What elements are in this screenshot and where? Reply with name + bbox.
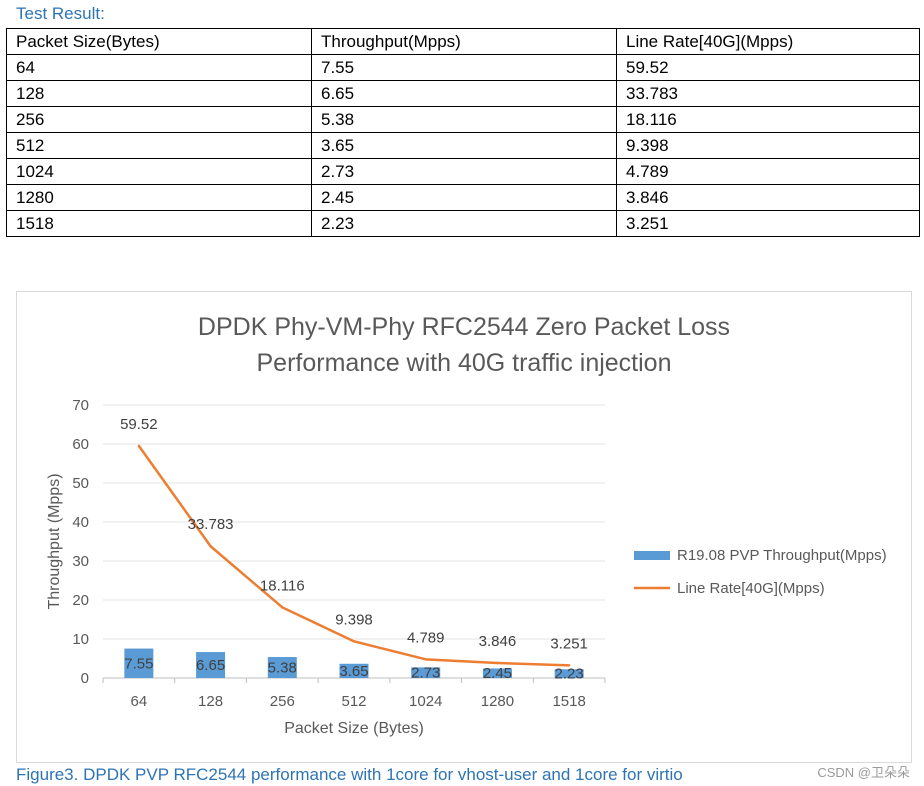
table-header-row: Packet Size(Bytes) Throughput(Mpps) Line R… xyxy=(6,28,920,55)
y-tick-label: 10 xyxy=(72,631,89,648)
x-axis-title: Packet Size (Bytes) xyxy=(284,720,424,737)
table-cell: 1280 xyxy=(6,184,312,211)
results-table: Packet Size(Bytes) Throughput(Mpps) Line R… xyxy=(6,28,920,237)
table-cell: 2.23 xyxy=(311,210,617,237)
table-cell: 2.45 xyxy=(311,184,617,211)
bar-data-label: 6.65 xyxy=(196,657,225,674)
results-table-body: Packet Size(Bytes) Throughput(Mpps) Line R… xyxy=(6,28,920,237)
line-data-label: 3.251 xyxy=(550,635,588,652)
x-tick-label: 1024 xyxy=(409,693,442,710)
x-tick-label: 1518 xyxy=(552,693,585,710)
bar xyxy=(482,668,512,678)
table-cell: 64 xyxy=(6,54,312,81)
line-point xyxy=(209,545,212,548)
chart-title: DPDK Phy-VM-Phy RFC2544 Zero Packet Loss xyxy=(198,313,730,341)
bar xyxy=(411,667,441,678)
table-cell: 3.251 xyxy=(616,210,920,237)
table-row: 1518 2.23 3.251 xyxy=(6,210,920,237)
table-row: 256 5.38 18.116 xyxy=(6,106,920,133)
bar-data-label: 5.38 xyxy=(268,660,297,677)
table-cell: 2.73 xyxy=(311,158,617,185)
x-tick-label: 512 xyxy=(341,693,366,710)
section-title: Test Result: xyxy=(16,4,105,23)
y-axis-title: Throughput (Mpps) xyxy=(46,473,63,609)
chart-title: Performance with 40G traffic injection xyxy=(256,349,671,377)
table-cell: 512 xyxy=(6,132,312,159)
line-point xyxy=(352,640,356,643)
line-point xyxy=(281,606,284,609)
table-cell: 256 xyxy=(6,106,312,133)
x-tick-label: 128 xyxy=(198,693,223,710)
table-cell: 1518 xyxy=(6,210,312,237)
table-cell: 9.398 xyxy=(616,132,920,159)
chart-frame: DPDK Phy-VM-Phy RFC2544 Zero Packet Loss… xyxy=(16,291,912,763)
x-tick-label: 64 xyxy=(131,693,148,710)
bar-data-label: 2.23 xyxy=(555,666,584,683)
bar xyxy=(267,657,297,678)
table-cell: 33.783 xyxy=(616,80,920,107)
table-cell: 5.38 xyxy=(311,106,617,133)
figure-caption: Figure3. DPDK PVP RFC2544 performance wi… xyxy=(16,765,683,784)
table-row: 1024 2.73 4.789 xyxy=(6,158,920,185)
watermark: CSDN @卫朵朵 xyxy=(817,765,910,780)
bar-data-label: 3.65 xyxy=(339,663,368,680)
legend-label: Line Rate[40G](Mpps) xyxy=(677,580,825,597)
table-row: 1280 2.45 3.846 xyxy=(6,184,920,211)
table-cell: 18.116 xyxy=(616,106,920,133)
line-data-label: 33.783 xyxy=(188,516,234,533)
table-row: 128 6.65 33.783 xyxy=(6,80,920,107)
bar-data-label: 2.45 xyxy=(483,665,512,682)
legend-label: R19.08 PVP Throughput(Mpps) xyxy=(677,547,887,564)
x-tick-label: 1280 xyxy=(481,693,514,710)
chart-svg: DPDK Phy-VM-Phy RFC2544 Zero Packet Loss… xyxy=(46,313,887,737)
table-cell: 7.55 xyxy=(311,54,617,81)
line-data-label: 59.52 xyxy=(120,416,158,433)
table-row: 64 7.55 59.52 xyxy=(6,54,920,81)
y-tick-label: 40 xyxy=(72,514,89,531)
table-cell: 3.846 xyxy=(616,184,920,211)
y-tick-label: 20 xyxy=(72,592,89,609)
line-point xyxy=(496,661,499,665)
bar xyxy=(124,648,154,678)
column-header: Line Rate[40G](Mpps) xyxy=(616,28,920,55)
line-data-label: 18.116 xyxy=(260,577,305,594)
table-cell: 59.52 xyxy=(616,54,920,81)
table-cell: 1024 xyxy=(6,158,312,185)
line-data-label: 4.789 xyxy=(407,629,445,646)
table-row: 512 3.65 9.398 xyxy=(6,132,920,159)
bar xyxy=(339,663,369,678)
line-data-label: 3.846 xyxy=(479,633,517,650)
table-cell: 6.65 xyxy=(311,80,617,107)
x-tick-label: 256 xyxy=(270,693,295,710)
bar-data-label: 7.55 xyxy=(124,655,153,672)
column-header: Throughput(Mpps) xyxy=(311,28,617,55)
y-tick-label: 50 xyxy=(72,475,89,492)
column-header: Packet Size(Bytes) xyxy=(6,28,312,55)
y-tick-label: 0 xyxy=(81,670,89,687)
y-tick-label: 70 xyxy=(72,397,89,414)
line-point xyxy=(137,444,141,448)
bar xyxy=(196,652,226,678)
legend-swatch-bar xyxy=(634,551,670,560)
table-cell: 3.65 xyxy=(311,132,617,159)
y-tick-label: 30 xyxy=(72,553,89,570)
bar-data-label: 2.73 xyxy=(411,665,440,682)
line-point xyxy=(424,658,427,661)
y-tick-label: 60 xyxy=(72,436,89,453)
line-data-label: 9.398 xyxy=(335,611,373,628)
bar xyxy=(554,669,584,678)
table-cell: 128 xyxy=(6,80,312,107)
line-point xyxy=(567,664,571,667)
table-cell: 4.789 xyxy=(616,158,920,185)
